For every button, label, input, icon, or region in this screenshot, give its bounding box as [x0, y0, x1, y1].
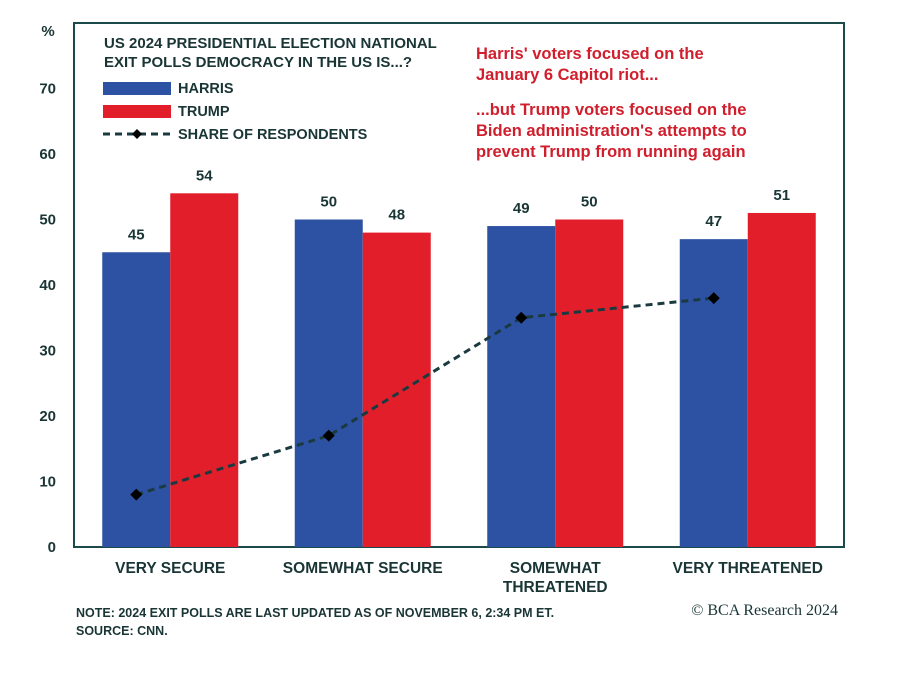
trump-value-label: 51 — [773, 187, 790, 204]
x-category-line: VERY SECURE — [115, 560, 225, 577]
share-point-marker — [322, 429, 335, 442]
y-tick-label: 10 — [39, 474, 56, 491]
x-category-label: VERY THREATENED — [673, 560, 823, 577]
legend: HARRIS TRUMP SHARE OF RESPONDENTS — [103, 81, 368, 143]
harris-value-label: 47 — [705, 213, 722, 230]
harris-value-label: 49 — [513, 200, 530, 217]
y-tick-label: 40 — [39, 277, 56, 294]
trump-value-label: 50 — [581, 194, 598, 211]
trump-value-label: 48 — [388, 207, 405, 224]
annotation-line: prevent Trump from running again — [476, 143, 746, 161]
y-tick-label: 30 — [39, 343, 56, 360]
footer-note: NOTE: 2024 EXIT POLLS ARE LAST UPDATED A… — [76, 606, 554, 620]
annotation-line: Biden administration's attempts to — [476, 122, 747, 140]
legend-swatch-trump — [103, 105, 171, 118]
y-tick-label: 70 — [39, 81, 56, 98]
y-tick-label: 20 — [39, 408, 56, 425]
x-axis: VERY SECURE SOMEWHAT SECURE SOMEWHAT THREAT… — [115, 560, 823, 596]
x-category-label: VERY SECURE — [115, 560, 225, 577]
annotations: Harris' voters focused on the January 6 C… — [476, 45, 747, 161]
y-tick-label: 60 — [39, 146, 56, 163]
y-axis-unit: % — [41, 23, 54, 40]
x-category-label: SOMEWHAT SECURE — [283, 560, 443, 577]
harris-bar — [679, 239, 748, 547]
x-category-label: SOMEWHAT THREATENED — [503, 560, 608, 596]
x-category-line: VERY THREATENED — [673, 560, 823, 577]
legend-label: TRUMP — [178, 104, 230, 120]
y-tick-label: 50 — [39, 212, 56, 229]
x-category-line: SOMEWHAT — [510, 560, 602, 577]
trump-bar — [362, 232, 431, 547]
share-series-line — [135, 296, 714, 497]
y-tick-label: 0 — [48, 539, 56, 556]
share-point-marker — [707, 292, 720, 305]
harris-value-label: 50 — [320, 194, 337, 211]
chart-title-line: US 2024 PRESIDENTIAL ELECTION NATIONAL — [104, 35, 437, 52]
harris-bar — [294, 219, 363, 547]
trump-bar — [555, 219, 624, 547]
share-line — [130, 292, 720, 501]
annotation-line: ...but Trump voters focused on the — [476, 101, 746, 119]
harris-bar — [487, 226, 556, 548]
trump-value-label: 54 — [196, 167, 213, 184]
share-point-marker — [515, 311, 528, 324]
footer-source: SOURCE: CNN. — [76, 624, 168, 638]
legend-swatch-harris — [103, 82, 171, 95]
legend-label: HARRIS — [178, 81, 234, 97]
x-category-line: THREATENED — [503, 579, 608, 596]
trump-bar — [747, 212, 816, 547]
x-category-line: SOMEWHAT SECURE — [283, 560, 443, 577]
chart-title: US 2024 PRESIDENTIAL ELECTION NATIONAL EX… — [104, 35, 437, 71]
trump-bar — [170, 193, 239, 548]
plot-frame — [73, 22, 845, 548]
bars: 45 54 50 48 49 50 47 51 — [102, 167, 816, 548]
copyright: © BCA Research 2024 — [691, 602, 838, 619]
share-point-marker — [130, 488, 143, 501]
harris-bar — [102, 252, 171, 547]
annotation-line: Harris' voters focused on the — [476, 45, 704, 63]
annotation-line: January 6 Capitol riot... — [476, 66, 658, 84]
legend-diamond-marker — [132, 129, 142, 139]
y-axis: 0 10 20 30 40 50 60 70 — [39, 81, 56, 557]
legend-label: SHARE OF RESPONDENTS — [178, 127, 368, 143]
harris-value-label: 45 — [128, 226, 145, 243]
chart-title-line: EXIT POLLS DEMOCRACY IN THE US IS...? — [104, 54, 412, 71]
